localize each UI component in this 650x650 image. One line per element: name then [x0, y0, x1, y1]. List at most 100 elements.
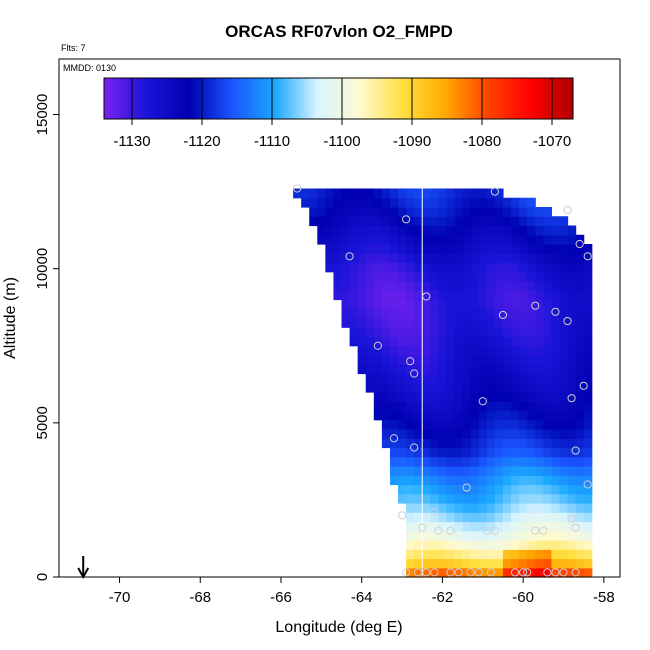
heatmap-cell: [470, 549, 480, 560]
heatmap-cell: [551, 327, 561, 338]
heatmap-cell: [583, 540, 593, 550]
heatmap-cell: [478, 336, 488, 347]
heatmap-cell: [543, 447, 552, 458]
heatmap-cell: [446, 512, 456, 523]
heatmap-cell: [559, 401, 569, 412]
heatmap-cell: [494, 401, 504, 412]
heatmap-cell: [575, 410, 585, 421]
heatmap-cell: [470, 253, 480, 264]
heatmap-cell: [373, 253, 383, 264]
heatmap-cell: [389, 271, 399, 282]
heatmap-cell: [527, 493, 536, 504]
heatmap-cell: [511, 382, 520, 393]
observation-point: [490, 187, 499, 196]
heatmap-cell: [365, 318, 375, 328]
heatmap-cell: [341, 262, 351, 273]
heatmap-cell: [486, 567, 496, 578]
heatmap-cell: [414, 438, 423, 449]
observation-point: [486, 568, 495, 577]
heatmap-cell: [527, 290, 536, 301]
observation-point: [293, 184, 302, 193]
heatmap-cell: [430, 558, 439, 569]
heatmap-cell: [309, 207, 318, 217]
heatmap-cell: [535, 216, 544, 227]
heatmap-cell: [341, 234, 351, 245]
heatmap-cell: [478, 410, 488, 421]
heatmap-cell: [486, 549, 496, 560]
heatmap-cell: [502, 364, 512, 375]
observation-point: [563, 205, 572, 215]
heatmap-cell: [511, 207, 520, 217]
heatmap-cell: [454, 225, 464, 236]
heatmap-cell: [567, 271, 577, 282]
heatmap-cell: [446, 429, 456, 439]
heatmap-cell: [381, 197, 391, 208]
heatmap-cell: [389, 281, 399, 291]
heatmap-cell: [519, 419, 528, 430]
heatmap-cell: [430, 271, 439, 282]
heatmap-cell: [446, 244, 456, 254]
heatmap-cell: [511, 540, 520, 550]
heatmap-cell: [494, 521, 504, 532]
heatmap-cell: [551, 382, 561, 393]
heatmap-cell: [430, 188, 439, 199]
heatmap-cell: [406, 419, 415, 430]
heatmap-cell: [422, 299, 431, 310]
heatmap-cell: [502, 225, 512, 236]
heatmap-cell: [349, 216, 359, 227]
heatmap-cell: [519, 549, 528, 560]
heatmap-cell: [333, 262, 343, 273]
heatmap-cell: [446, 318, 456, 328]
heatmap-cell: [381, 308, 391, 319]
observation-point: [434, 526, 443, 535]
heatmap-cell: [511, 197, 520, 208]
heatmap-cell: [486, 419, 496, 430]
colorbar-gradient: [103, 77, 574, 120]
heatmap-cell: [349, 262, 359, 273]
heatmap-cell: [551, 253, 561, 264]
heatmap-cell: [462, 466, 472, 476]
heatmap-cell: [470, 197, 480, 208]
heatmap-cell: [341, 290, 351, 301]
heatmap-cell: [502, 216, 512, 227]
heatmap-cell: [341, 244, 351, 254]
heatmap-cell: [454, 540, 464, 550]
heatmap-cell: [567, 299, 577, 310]
heatmap-cell: [478, 401, 488, 412]
heatmap-cell: [454, 456, 464, 467]
heatmap-cell: [478, 419, 488, 430]
heatmap-cell: [486, 512, 496, 523]
heatmap-cell: [462, 549, 472, 560]
heatmap-cell: [341, 225, 351, 236]
heatmap-cell: [502, 299, 512, 310]
heatmap-cell: [511, 373, 520, 384]
heatmap-cell: [494, 188, 504, 199]
heatmap-cell: [422, 382, 431, 393]
heatmap-cell: [543, 456, 552, 467]
heatmap-cell: [478, 373, 488, 384]
heatmap-cell: [365, 299, 375, 310]
heatmap-cell: [494, 327, 504, 338]
heatmap-cell: [381, 234, 391, 245]
heatmap-cell: [454, 271, 464, 282]
heatmap-cell: [502, 475, 512, 486]
heatmap-cell: [446, 207, 456, 217]
heatmap-cell: [511, 253, 520, 264]
heatmap-cell: [543, 419, 552, 430]
heatmap-cell: [527, 373, 536, 384]
heatmap-cell: [543, 318, 552, 328]
heatmap-cell: [454, 438, 464, 449]
heatmap-cell: [462, 308, 472, 319]
heatmap-cell: [389, 355, 399, 365]
heatmap-cell: [398, 234, 407, 245]
heatmap-cell: [365, 225, 375, 236]
heatmap-cell: [511, 438, 520, 449]
heatmap-cell: [470, 503, 480, 513]
heatmap-cell: [543, 438, 552, 449]
heatmap-cell: [422, 188, 431, 199]
heatmap-cell: [293, 188, 302, 199]
heatmap-cell: [535, 253, 544, 264]
x-tick-label: -64: [351, 589, 373, 606]
heatmap-cell: [470, 475, 480, 486]
heatmap-cell: [381, 355, 391, 365]
